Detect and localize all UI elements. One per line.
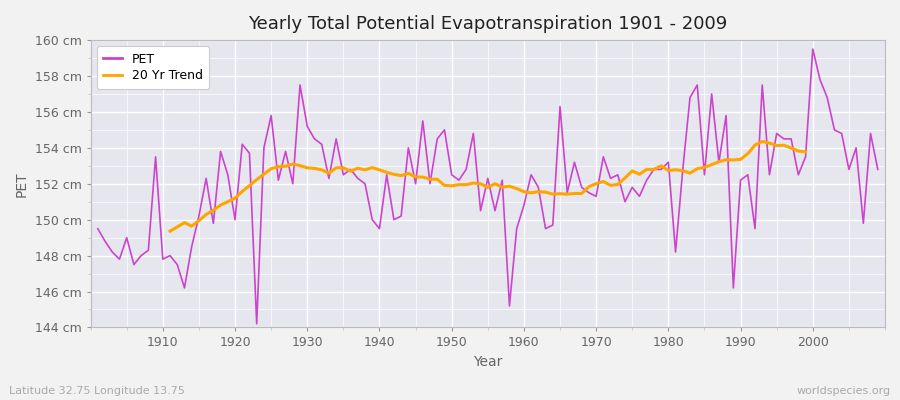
PET — [150, 154, 161, 159]
PET — [316, 142, 327, 147]
20 Yr Trend — [757, 139, 768, 144]
Line: 20 Yr Trend: 20 Yr Trend — [170, 142, 806, 231]
PET — [526, 172, 536, 177]
20 Yr Trend — [294, 163, 305, 168]
PET — [872, 167, 883, 172]
Title: Yearly Total Potential Evapotranspiration 1901 - 2009: Yearly Total Potential Evapotranspiratio… — [248, 15, 727, 33]
X-axis label: Year: Year — [473, 355, 502, 369]
Text: worldspecies.org: worldspecies.org — [796, 386, 891, 396]
Legend: PET, 20 Yr Trend: PET, 20 Yr Trend — [97, 46, 209, 89]
20 Yr Trend — [410, 174, 421, 179]
20 Yr Trend — [490, 181, 500, 186]
PET — [518, 203, 529, 208]
Text: Latitude 32.75 Longitude 13.75: Latitude 32.75 Longitude 13.75 — [9, 386, 184, 396]
Line: PET: PET — [98, 49, 878, 324]
20 Yr Trend — [244, 183, 255, 188]
20 Yr Trend — [800, 150, 811, 154]
Y-axis label: PET: PET — [15, 171, 29, 196]
20 Yr Trend — [728, 158, 739, 162]
PET — [251, 322, 262, 326]
PET — [360, 181, 371, 186]
20 Yr Trend — [230, 196, 240, 200]
PET — [93, 226, 104, 231]
PET — [807, 47, 818, 52]
PET — [612, 172, 623, 177]
20 Yr Trend — [165, 229, 176, 234]
